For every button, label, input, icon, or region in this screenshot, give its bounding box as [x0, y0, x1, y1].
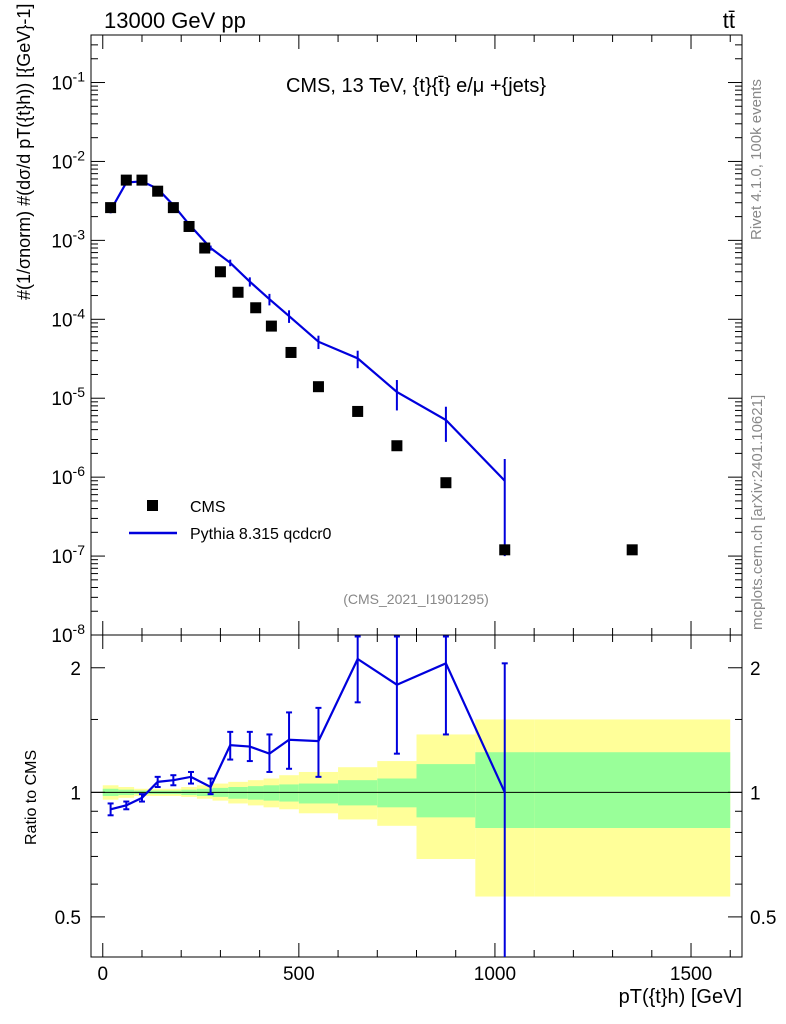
- main-y-ticks: 10-8 10-7 10-6 10-5 10-4 10-3 10-2 10-1: [51, 34, 742, 647]
- rivet-version-label: Rivet 4.1.0, 100k events: [748, 79, 765, 240]
- ratio-y-tick-label-left: 0.5: [55, 908, 81, 929]
- energy-label: 13000 GeV pp: [104, 8, 246, 33]
- cms-data-point: [312, 381, 324, 393]
- main-data-layer: [105, 174, 638, 557]
- legend-pythia-label: Pythia 8.315 qcdcr0: [190, 526, 332, 543]
- cms-data-point: [152, 185, 164, 197]
- x-tick-label: 500: [283, 964, 315, 985]
- cms-data-point: [105, 202, 117, 214]
- main-plot-panel: CMS, 13 TeV, {t}{t̄} e/μ +{jets} (CMS_20…: [14, 4, 743, 647]
- ratio-inner-band: [416, 764, 476, 818]
- legend: CMS Pythia 8.315 qcdcr0: [129, 499, 332, 543]
- cms-data-point: [183, 220, 195, 232]
- cms-data-point: [265, 320, 277, 332]
- ratio-inner-band: [228, 787, 248, 799]
- ratio-inner-band: [247, 786, 264, 800]
- ratio-inner-band: [377, 778, 417, 808]
- cms-data-point: [352, 405, 364, 417]
- cms-data-point: [136, 174, 148, 186]
- ratio-inner-band: [263, 785, 280, 801]
- ratio-y-ticks: 0.5 0.5 1 1 2 2: [55, 659, 777, 929]
- ratio-inner-band: [298, 783, 339, 804]
- ratio-inner-band: [279, 784, 299, 802]
- main-y-tick-label: 10-3: [51, 226, 85, 252]
- main-plot-frame: [90, 34, 743, 636]
- main-plot-title: CMS, 13 TeV, {t}{t̄} e/μ +{jets}: [286, 75, 546, 97]
- x-tick-label: 1000: [474, 964, 516, 985]
- cms-data-point: [232, 286, 244, 298]
- ratio-y-tick-label-right: 1: [750, 783, 761, 804]
- ratio-y-axis-label: Ratio to CMS: [23, 750, 40, 845]
- x-tick-label: 0: [97, 964, 108, 985]
- x-axis-label: pT({t}h) [GeV]: [619, 986, 742, 1008]
- cms-data-point: [440, 477, 452, 489]
- ratio-plot-panel: 0.5 0.5 1 1 2 2 0 500 1000 1500 Ratio to CMS pT(…: [23, 35, 776, 1008]
- ratio-y-tick-label-right: 2: [750, 659, 761, 680]
- main-y-tick-label: 10-7: [51, 542, 85, 568]
- mcplots-credit-label: mcplots.cern.ch [arXiv:2401.10621]: [749, 395, 766, 630]
- legend-cms-marker: [147, 500, 158, 511]
- ratio-series-line: [110, 657, 506, 811]
- cms-data-point: [167, 202, 179, 214]
- main-y-tick-label: 10-8: [51, 621, 85, 647]
- ratio-data-layer: [107, 635, 508, 957]
- ratio-y-tick-label-left: 1: [70, 783, 81, 804]
- cms-data-point: [391, 440, 403, 452]
- process-label: tt̄: [723, 8, 735, 33]
- ratio-uncertainty-bands: [102, 719, 731, 897]
- ratio-y-tick-label-left: 2: [70, 659, 81, 680]
- cms-data-point: [214, 266, 226, 278]
- legend-cms-label: CMS: [190, 499, 226, 516]
- ratio-y-tick-label-right: 0.5: [750, 908, 776, 929]
- main-y-axis-label: #(1/σnorm) #(dσ/d pT({t}h)) [{GeV}-1]: [14, 4, 34, 300]
- cms-data-point: [499, 544, 511, 556]
- main-y-tick-label: 10-4: [51, 305, 85, 331]
- cms-data-point: [285, 346, 297, 358]
- cms-data-point: [199, 242, 211, 254]
- main-y-tick-label: 10-6: [51, 463, 85, 489]
- x-ticks: 0 500 1000 1500: [97, 35, 731, 985]
- main-y-tick-label: 10-1: [51, 69, 85, 95]
- analysis-tag: (CMS_2021_I1901295): [343, 591, 489, 607]
- cms-data-point: [250, 302, 262, 314]
- cms-data-point: [626, 544, 638, 556]
- ratio-inner-band: [534, 752, 731, 828]
- cms-data-point: [120, 174, 132, 186]
- pythia-series-line: [109, 180, 506, 482]
- main-y-tick-label: 10-5: [51, 384, 85, 410]
- main-y-tick-label: 10-2: [51, 147, 85, 173]
- x-tick-label: 1500: [670, 964, 712, 985]
